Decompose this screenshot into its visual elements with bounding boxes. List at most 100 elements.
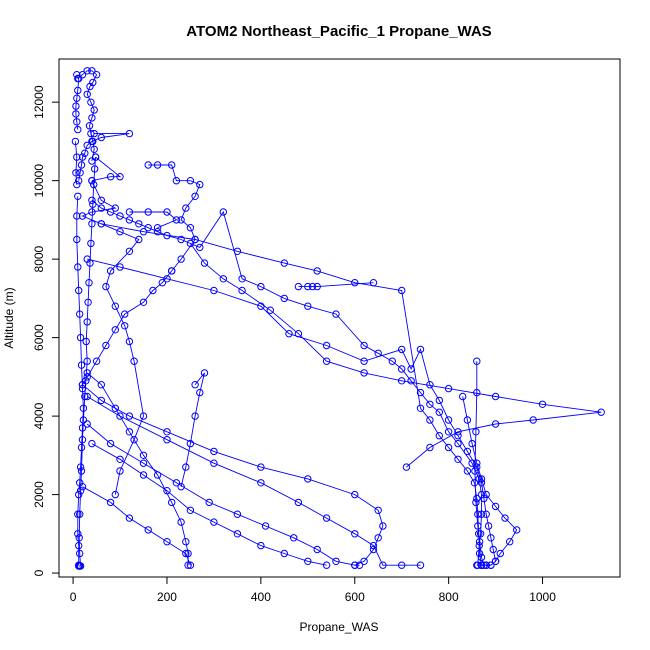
data-point: [75, 561, 83, 569]
data-point: [125, 247, 134, 256]
profile-line: [87, 258, 497, 566]
data-point: [88, 157, 96, 165]
data-point: [484, 522, 493, 530]
data-point: [313, 267, 321, 275]
data-point: [304, 557, 312, 565]
data-point: [473, 494, 481, 503]
data-point: [233, 510, 242, 518]
data-point: [294, 282, 303, 291]
profile-series-6: [74, 67, 101, 165]
data-point: [172, 177, 181, 185]
data-point: [480, 561, 488, 569]
data-point: [182, 204, 190, 212]
data-point: [238, 286, 246, 295]
data-point: [74, 192, 82, 201]
data-point: [75, 490, 83, 499]
data-point: [102, 282, 110, 291]
data-point: [78, 153, 87, 161]
data-point: [75, 177, 83, 185]
data-point: [82, 337, 90, 346]
data-point: [116, 467, 124, 475]
data-point: [477, 475, 486, 483]
data-point: [332, 557, 340, 565]
data-point: [369, 279, 378, 287]
data-point: [116, 173, 124, 181]
data-point: [83, 318, 91, 326]
data-point: [172, 479, 181, 487]
data-point: [491, 392, 500, 401]
data-point: [163, 275, 171, 283]
data-point: [91, 165, 99, 173]
data-point: [75, 74, 83, 83]
data-point: [83, 255, 91, 263]
profile-line: [86, 423, 360, 566]
data-point: [125, 337, 134, 346]
data-point: [470, 479, 479, 487]
data-point: [177, 518, 185, 526]
data-point: [529, 416, 537, 424]
data-point: [219, 275, 228, 283]
data-point: [360, 557, 368, 565]
profile-series-10: [78, 267, 176, 389]
data-point: [491, 557, 500, 565]
y-axis: 0 2000 4000 6000 8000 10000 12000: [32, 85, 60, 576]
data-point: [186, 561, 195, 569]
data-point: [78, 424, 87, 432]
profile-series-21: [177, 369, 209, 491]
data-point: [78, 71, 87, 79]
data-point: [76, 333, 85, 342]
data-point: [83, 357, 91, 365]
data-point: [74, 125, 82, 134]
data-point: [116, 212, 124, 220]
profile-series-5: [73, 192, 88, 569]
data-point: [182, 549, 190, 558]
data-point: [257, 282, 265, 291]
x-tick-label: 600: [345, 590, 365, 604]
data-point: [75, 534, 83, 542]
data-point: [86, 82, 94, 91]
data-point: [139, 459, 148, 467]
data-point: [78, 483, 87, 491]
data-point: [360, 357, 368, 365]
data-point: [125, 412, 134, 420]
data-point: [294, 330, 303, 338]
data-point: [153, 471, 162, 479]
data-point: [97, 133, 106, 142]
x-tick-label: 1000: [529, 590, 556, 604]
profile-line: [101, 223, 482, 566]
profile-line: [78, 133, 130, 181]
data-point: [76, 310, 84, 318]
data-point: [322, 357, 331, 365]
profile-series-24: [471, 357, 488, 569]
data-point: [77, 443, 86, 452]
data-point: [482, 561, 490, 569]
data-point: [184, 549, 192, 558]
data-point: [172, 216, 181, 224]
data-point: [73, 118, 81, 126]
profile-line: [91, 156, 122, 182]
data-point: [168, 267, 176, 275]
data-point: [116, 455, 124, 463]
x-tick-label: 800: [439, 590, 459, 604]
y-tick-label: 0: [32, 569, 46, 576]
data-point: [88, 220, 96, 228]
data-point: [83, 420, 91, 428]
profile-series-7: [72, 71, 83, 134]
x-axis: 0 200 400 600 800 1000: [70, 576, 556, 604]
data-point: [88, 177, 96, 185]
data-point: [322, 561, 331, 569]
data-point: [73, 235, 81, 244]
data-point: [538, 400, 547, 408]
data-point: [322, 341, 331, 350]
data-point: [76, 487, 85, 495]
profile-line: [82, 270, 173, 385]
data-point: [398, 377, 406, 385]
profile-series-22: [186, 239, 605, 471]
profile-series-15: [78, 381, 387, 569]
data-point: [290, 534, 298, 542]
data-point: [435, 408, 443, 416]
data-point: [76, 169, 84, 177]
data-point: [474, 522, 482, 530]
y-tick-label: 6000: [32, 324, 46, 351]
